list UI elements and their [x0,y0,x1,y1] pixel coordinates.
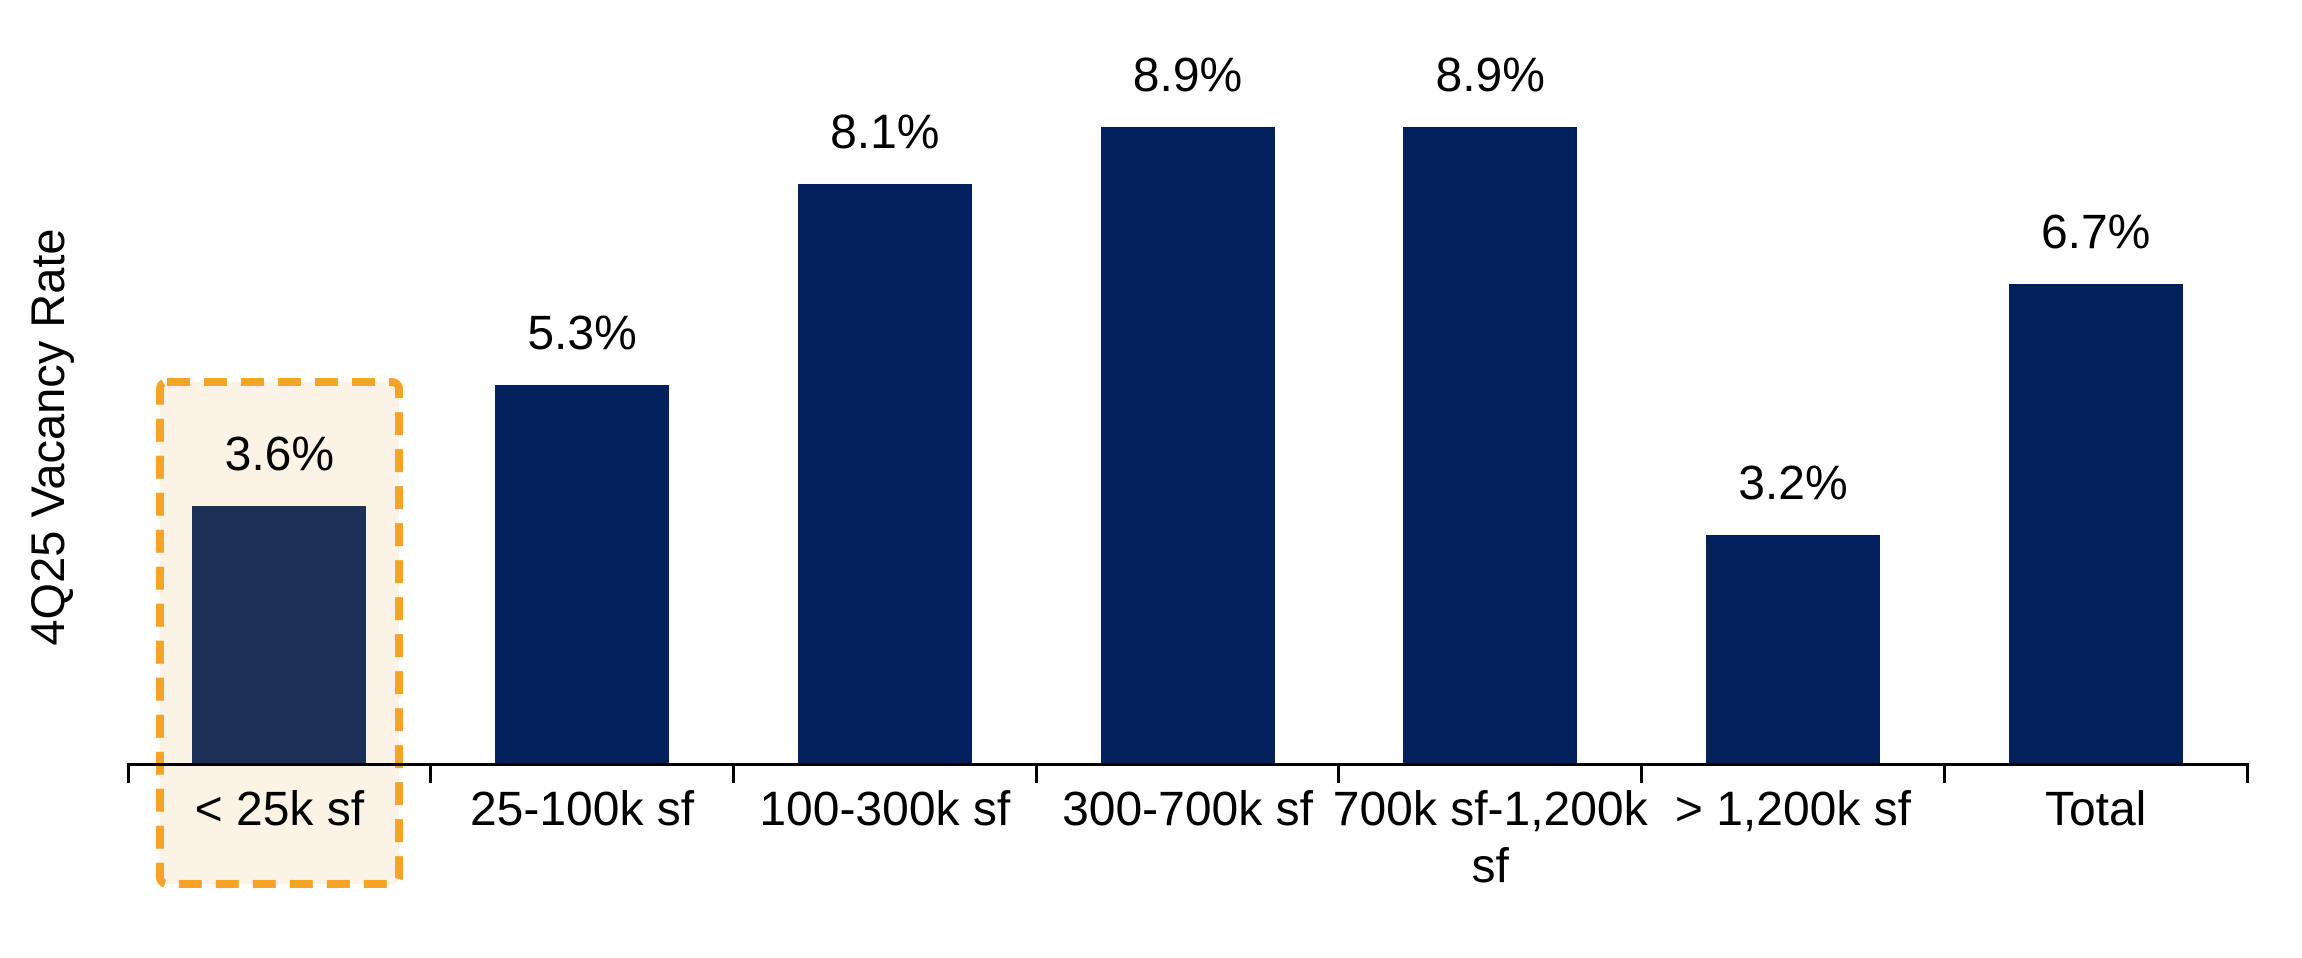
x-axis-tick-5 [1640,763,1644,783]
value-label-2: 5.3% [527,306,637,360]
x-axis-tick-1 [429,763,433,783]
x-axis-tick-3 [1034,763,1038,783]
category-label-6: > 1,200k sf [1674,783,1911,836]
category-label-3: 100-300k sf [759,783,1011,836]
y-axis-label: 4Q25 Vacancy Rate [21,228,74,646]
bar-7 [2008,284,2183,764]
value-label-4: 8.9% [1132,48,1243,102]
x-axis-tick-0 [126,763,130,783]
bar-2 [495,384,670,764]
bar-1 [192,506,367,764]
x-axis-line [128,763,2247,766]
value-label-1: 3.6% [224,428,335,482]
category-label-4: 300-700k sf [1062,783,1313,836]
category-label-1: < 25k sf [194,783,365,836]
category-label-2: 25-100k sf [469,783,695,836]
value-label-5: 8.9% [1435,48,1545,102]
bar-6 [1705,534,1880,764]
category-label-7: Total [2044,783,2147,836]
category-label-5: 700k sf-1,200k sf [1332,783,1648,893]
x-axis-tick-2 [731,763,735,783]
value-label-7: 6.7% [2040,206,2151,260]
x-axis-tick-7 [2245,763,2249,783]
x-axis-tick-4 [1337,763,1341,783]
bar-5 [1403,126,1578,764]
value-label-3: 8.1% [830,106,940,160]
value-label-6: 3.2% [1738,456,1848,510]
bar-3 [797,184,972,764]
bar-4 [1100,126,1275,764]
x-axis-tick-6 [1942,763,1946,783]
